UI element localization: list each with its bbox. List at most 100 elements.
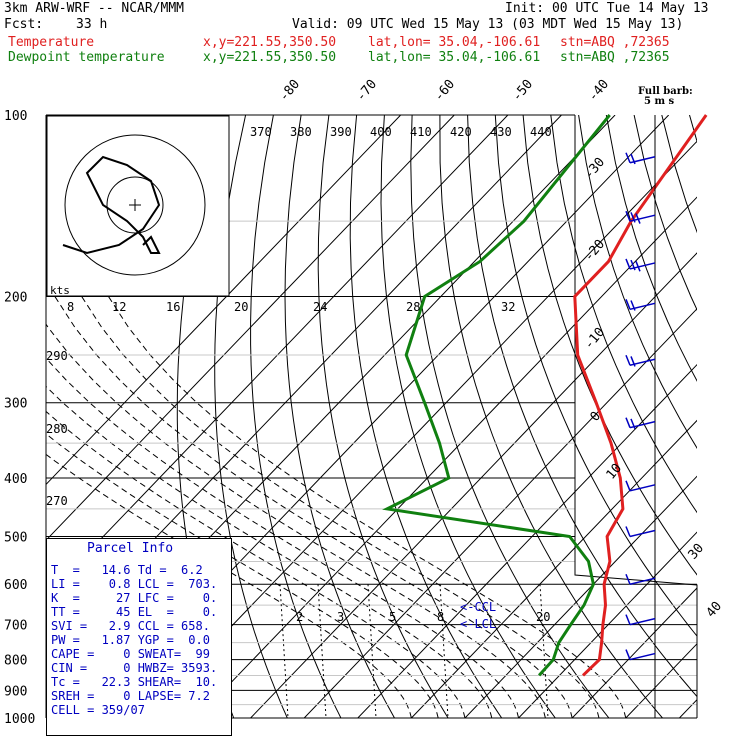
dewpoint-xy: x,y=221.55,350.50 [203, 50, 337, 65]
dry-adiabat [550, 115, 697, 514]
wind-barb-flag [625, 526, 631, 537]
dewpoint-station: stn=ABQ ,72365 [560, 50, 670, 65]
hodograph-speed-label: 24 [313, 300, 327, 314]
theta-label: 430 [490, 125, 512, 139]
pressure-tick-label: 100 [4, 109, 27, 124]
wind-barbs [625, 115, 656, 718]
parcel-row: LI = 0.8 LCL = 703. [51, 577, 218, 591]
isotherm-label-right: 0 [588, 409, 605, 425]
parcel-row: Tc = 22.3 SHEAR= 10. [51, 675, 218, 689]
dry-adiabat [522, 115, 697, 576]
isotherm-label-right: 40 [704, 599, 726, 621]
moist-adiabat [46, 433, 439, 718]
mixing-ratio-label: 5 [389, 610, 396, 624]
parcel-row: PW = 1.87 YGP = 0.0 [51, 633, 210, 647]
hodograph-speed-label: 28 [406, 300, 420, 314]
hodograph-box [46, 115, 230, 297]
mixing-ratio-line [279, 584, 289, 718]
dewpoint-latlon: lat,lon= 35.04,-106.61 [368, 50, 541, 65]
mixing-ratio-line [367, 584, 377, 718]
mixing-ratio-label: 20 [536, 610, 550, 624]
wind-barb-flag [625, 210, 631, 222]
dry-adiabat [578, 115, 697, 449]
wind-barb-flag [625, 299, 631, 310]
theta-label: 390 [330, 125, 352, 139]
mixing-ratio-lines [279, 584, 549, 718]
wind-barb-flag [630, 259, 636, 271]
theta-label: 380 [290, 125, 312, 139]
temperature-latlon: lat,lon= 35.04,-106.61 [368, 35, 541, 50]
init-time: Init: 00 UTC Tue 14 May 13 [505, 1, 709, 16]
isotherm [143, 140, 697, 718]
mixing-ratio-label: 2 [296, 610, 303, 624]
parcel-row: CAPE = 0 SWEAT= 99 [51, 647, 210, 661]
dry-adiabat [605, 115, 697, 382]
isotherm [411, 419, 697, 718]
isotherm [250, 252, 697, 718]
parcel-row: K = 27 LFC = 0. [51, 591, 218, 605]
wind-barb-flag [625, 354, 631, 366]
wind-barb-flag [625, 649, 631, 660]
isotherm [357, 363, 697, 718]
wind-barb-flag [625, 417, 631, 428]
lcl-marker: <-LCL [460, 617, 496, 631]
mixing-ratio-line [539, 584, 549, 718]
wind-barb-flag [630, 153, 636, 165]
dewpoint-profile [382, 114, 611, 677]
hodograph-speed-label: 16 [166, 300, 180, 314]
hodograph-ring [106, 176, 164, 234]
pressure-tick-label: 600 [4, 578, 27, 593]
isotherm [303, 308, 697, 718]
dry-adiabat-label: 280 [46, 422, 68, 436]
theta-labels: 370 380 390 400 410 420 430 440 [250, 125, 552, 139]
wind-barb-flag [625, 573, 631, 585]
dry-adiabat [717, 115, 740, 718]
isotherm [46, 115, 402, 486]
wind-barb-flag [630, 212, 636, 223]
mixing-ratio-label: 3 [337, 610, 344, 624]
forecast-hour: 33 h [76, 17, 108, 32]
model-title: 3km ARW-WRF -- NCAR/MMM [4, 1, 185, 16]
temperature-profile [573, 114, 708, 677]
wind-barb [629, 529, 656, 538]
moist-adiabat [46, 323, 546, 718]
dry-adiabat-label: 290 [46, 349, 68, 363]
parcel-row: TT = 45 EL = 0. [51, 605, 218, 619]
moist-adiabat [50, 221, 600, 718]
kts-label: kts [50, 284, 70, 297]
moist-adiabat [46, 410, 466, 718]
wind-barb [629, 577, 656, 585]
isotherm-label-right: 30 [686, 541, 708, 563]
barb-legend: Full barb: [638, 86, 693, 97]
isotherm-label-top: -60 [432, 77, 459, 105]
parcel-info-box: Parcel Info T = 14.6 Td = 6.2 LI = 0.8 LC… [46, 538, 232, 736]
isotherm [196, 196, 697, 718]
pressure-tick-label: 500 [4, 530, 27, 545]
isotherm [518, 531, 697, 718]
wind-barb-flag [625, 480, 631, 492]
isotherm [464, 475, 697, 718]
hodograph [46, 115, 230, 297]
dry-adiabat [661, 115, 697, 234]
wind-barb-flag [625, 614, 631, 625]
isotherm-label-right: -10 [582, 325, 609, 353]
isotherm [571, 587, 697, 718]
isotherm [733, 115, 740, 718]
mixing-ratio-line [439, 584, 449, 718]
pressure-tick-label: 400 [4, 472, 27, 487]
theta-label: 400 [370, 125, 392, 139]
isotherm [46, 115, 455, 542]
parcel-info-title: Parcel Info [87, 541, 174, 556]
wind-barb [629, 652, 656, 661]
wind-barb-flag [625, 258, 631, 270]
moist-adiabat [46, 357, 520, 718]
wind-barb [629, 484, 656, 492]
dry-adiabat [250, 115, 342, 718]
moist-adiabat [77, 221, 627, 718]
pressure-tick-label: 700 [4, 619, 27, 634]
theta-label: 420 [450, 125, 472, 139]
parcel-row: CELL = 359/07 [51, 703, 145, 717]
hodograph-trace [62, 155, 161, 255]
right-frame [574, 115, 698, 718]
